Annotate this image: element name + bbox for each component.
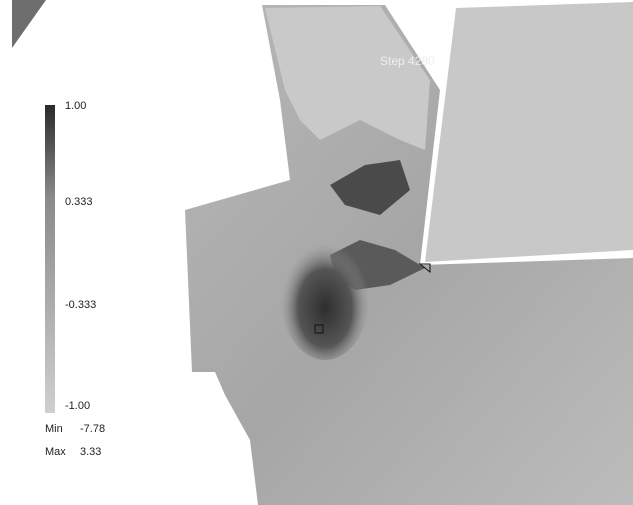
- tool: [425, 2, 633, 262]
- chip-dark-band: [330, 160, 410, 215]
- min-label: Min: [45, 423, 63, 435]
- legend-tick: -0.333: [65, 299, 96, 311]
- legend-tick: 1.00: [65, 100, 86, 112]
- workpiece: [185, 5, 633, 505]
- color-bar: [45, 105, 55, 413]
- min-value: -7.78: [80, 423, 105, 435]
- corner-part: [12, 0, 46, 48]
- marker: [314, 324, 324, 334]
- max-label: Max: [45, 446, 66, 458]
- tool-tip-marker: [418, 263, 431, 274]
- max-value: 3.33: [80, 446, 101, 458]
- step-label: Step 4280: [380, 54, 435, 68]
- legend-tick: 0.333: [65, 196, 93, 208]
- legend-tick: -1.00: [65, 400, 90, 412]
- chip-upper: [265, 6, 430, 150]
- stress-region: [280, 230, 370, 360]
